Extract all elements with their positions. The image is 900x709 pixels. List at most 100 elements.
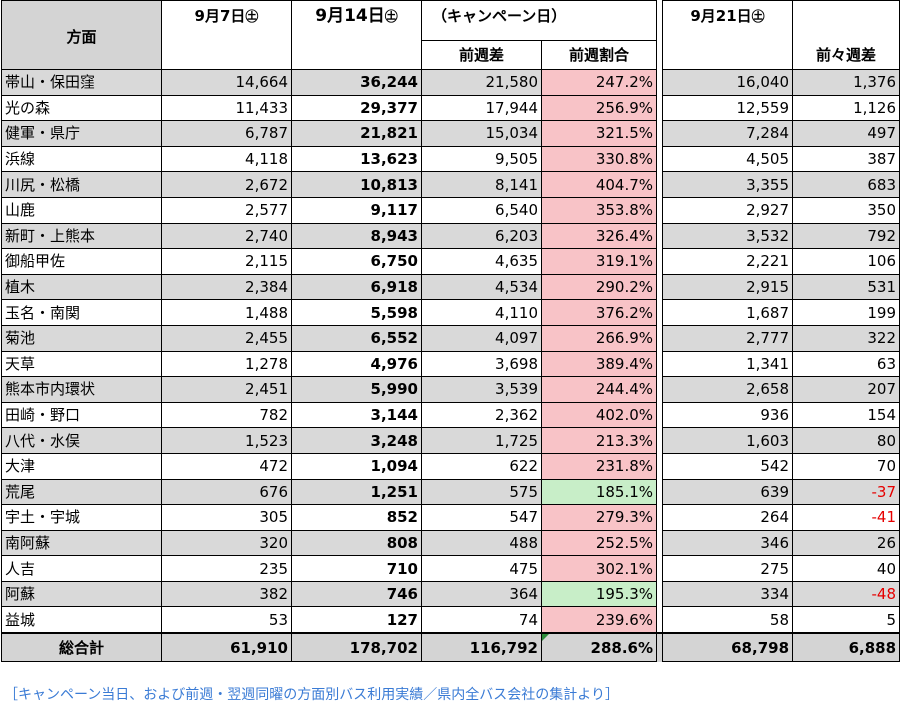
value-0914-cell: 1,094 [291,452,422,480]
table-row: 宇土・宇城 305 852 547 279.3% 264 -41 [1,504,900,531]
name: 御船甲佐 [1,248,162,275]
ratio-cell: 290.2% [540,273,658,301]
diff-cell: 15,034 [421,120,542,147]
ratio-cell: 247.2% [540,69,658,96]
value-0907-cell: 472 [161,452,292,480]
diff-cell: 74 [421,606,542,634]
total-0907-cell: 61,910 [161,632,292,663]
diff-cell: 3,539 [421,376,542,403]
value-0921-cell: 2,221 [662,248,794,275]
value-0914-cell: 6,750 [291,248,422,275]
value-0921-cell: 639 [662,478,794,506]
name: 植木 [1,273,162,301]
name: 益城 [1,606,162,634]
diff2-cell: 70 [792,452,900,480]
table-row: 八代・水俣 1,523 3,248 1,725 213.3% 1,603 80 [1,427,900,454]
name: 新町・上熊本 [1,222,162,250]
diff2-cell: 199 [792,299,900,326]
value-0907-cell: 2,672 [161,171,292,198]
table-row: 阿蘇 382 746 364 195.3% 334 -48 [1,580,900,608]
total-diff2-cell: 6,888 [792,632,900,663]
ratio-cell: 244.4% [540,376,658,403]
value-0907-cell: 2,577 [161,196,292,224]
diff-header: 前週差 [421,40,542,70]
value-0907-cell: 676 [161,478,292,506]
value-0914-cell: 9,117 [291,196,422,224]
value-0914-cell: 6,918 [291,273,422,301]
name: 大津 [1,452,162,480]
diff2-cell: 1,376 [792,69,900,96]
name: 人吉 [1,555,162,582]
ratio-header: 前週割合 [540,40,658,70]
table-row: 益城 53 127 74 239.6% 58 5 [1,606,900,634]
header-row-1: 方面 9月7日㊏ 9月14日㊏ （キャンペーン日） 9月21日㊏ [1,0,900,70]
diff2-cell: -41 [792,504,900,531]
name: 浜線 [1,145,162,173]
value-0907-cell: 4,118 [161,145,292,173]
name: 川尻・松橋 [1,171,162,198]
diff2-cell: -48 [792,580,900,608]
diff2-cell: 1,126 [792,94,900,122]
date-0907-label: 9月7日 [194,7,246,25]
value-0907-cell: 6,787 [161,120,292,147]
value-0914-cell: 5,990 [291,376,422,403]
value-0907-cell: 2,740 [161,222,292,250]
ratio-cell: 302.1% [540,555,658,582]
diff2-cell: 322 [792,324,900,352]
campaign-header: （キャンペーン日） [420,0,658,41]
name: 八代・水俣 [1,427,162,454]
diff-cell: 4,110 [421,299,542,326]
diff-cell: 8,141 [421,171,542,198]
ratio-cell: 195.3% [540,580,658,608]
ratio-cell: 404.7% [540,171,658,198]
value-0921-cell: 2,915 [662,273,794,301]
diff-cell: 547 [421,504,542,531]
ratio-cell: 213.3% [540,427,658,454]
diff2-cell: 497 [792,120,900,147]
diff-cell: 4,097 [421,324,542,352]
table-row: 新町・上熊本 2,740 8,943 6,203 326.4% 3,532 792 [1,222,900,250]
diff-cell: 475 [421,555,542,582]
diff-cell: 4,635 [421,248,542,275]
table-row: 玉名・南関 1,488 5,598 4,110 376.2% 1,687 199 [1,299,900,326]
value-0921-cell: 936 [662,401,794,429]
diff-cell: 622 [421,452,542,480]
table-row: 南阿蘇 320 808 488 252.5% 346 26 [1,529,900,557]
value-0914-cell: 5,598 [291,299,422,326]
table-container: 方面 9月7日㊏ 9月14日㊏ （キャンペーン日） 9月21日㊏ 前週差 前週割… [1,0,900,663]
value-0921-cell: 275 [662,555,794,582]
value-0914-cell: 10,813 [291,171,422,198]
value-0921-cell: 3,532 [662,222,794,250]
value-0907-cell: 11,433 [161,94,292,122]
value-0914-cell: 3,248 [291,427,422,454]
name: 熊本市内環状 [1,376,162,403]
name: 玉名・南関 [1,299,162,326]
value-0914-cell: 710 [291,555,422,582]
value-0921-cell: 16,040 [662,69,794,96]
total-row: 総合計 61,910 178,702 116,792 288.6% 68,798 6,888 [1,632,900,663]
diff-cell: 575 [421,478,542,506]
ratio-cell: 256.9% [540,94,658,122]
diff-cell: 3,698 [421,350,542,378]
value-0914-cell: 127 [291,606,422,634]
diff-cell: 488 [421,529,542,557]
bus-usage-table: 方面 9月7日㊏ 9月14日㊏ （キャンペーン日） 9月21日㊏ 前週差 前週割… [1,0,900,663]
diff2-cell: 63 [792,350,900,378]
header-row-2: 前週差 前週割合 前々週差 [2,40,900,70]
date-0921-label: 9月21日 [690,7,752,25]
diff-cell: 1,725 [421,427,542,454]
value-0907-cell: 1,523 [161,427,292,454]
diff2-cell: 80 [792,427,900,454]
date-header-0921: 9月21日㊏ [662,0,794,70]
value-0921-cell: 3,355 [662,171,794,198]
table-row: 菊池 2,455 6,552 4,097 266.9% 2,777 322 [1,324,900,352]
ratio-cell: 330.8% [540,145,658,173]
value-0907-cell: 305 [161,504,292,531]
diff-cell: 4,534 [421,273,542,301]
value-0907-cell: 782 [161,401,292,429]
value-0921-cell: 346 [662,529,794,557]
saturday-mark: ㊏ [751,10,765,25]
table-row: 人吉 235 710 475 302.1% 275 40 [1,555,900,582]
ratio-cell: 279.3% [540,504,658,531]
footnote: ［キャンペーン当日、および前週・翌週同曜の方面別バス利用実績／県内全バス会社の集… [4,687,620,703]
